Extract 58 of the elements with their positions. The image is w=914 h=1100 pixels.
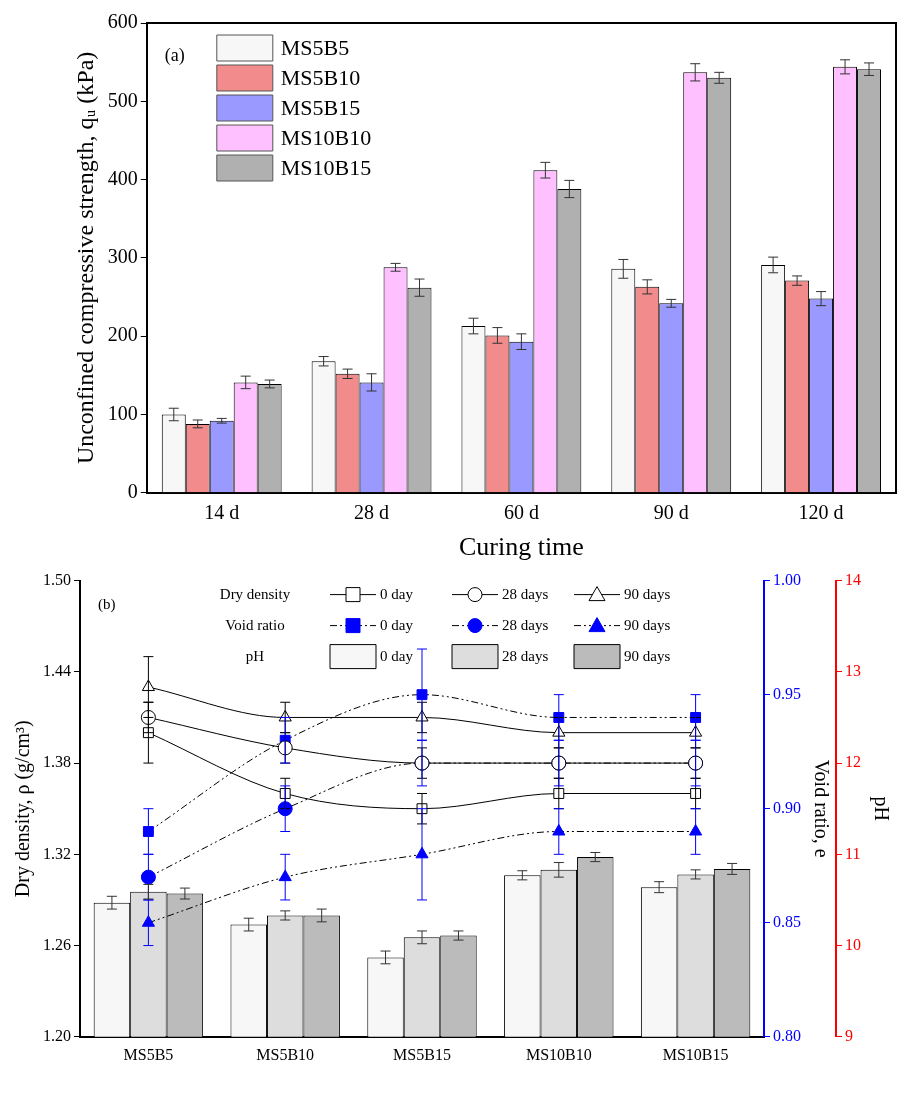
y-tick-label: 1.32 (43, 844, 71, 862)
y3-tick-label: 9 (845, 1027, 853, 1044)
annotation: pH (245, 647, 265, 664)
annotation: (b) (98, 595, 116, 613)
legend-label: MS10B15 (280, 154, 372, 180)
y2-axis-title: Void ratio, e (810, 759, 833, 858)
y3-tick-label: 12 (845, 753, 861, 771)
y-tick-label: 1.50 (43, 570, 71, 588)
y3-axis-title: pH (869, 796, 893, 821)
y-tick-label: 600 (107, 10, 138, 33)
y3-tick-label: 14 (845, 570, 861, 588)
x-tick-label: 90 d (653, 501, 689, 524)
legend-label: 90 days (624, 616, 671, 633)
y-tick-label: 1.38 (43, 753, 71, 771)
y-tick-label: 400 (107, 166, 138, 189)
x-tick-label: MS5B10 (256, 1045, 315, 1063)
y2-tick-label: 0.95 (773, 684, 801, 702)
y-tick-label: 200 (107, 323, 138, 346)
y2-tick-label: 0.85 (773, 912, 801, 930)
x-tick-label: 14 d (204, 501, 240, 524)
annotation: (a) (164, 45, 185, 66)
y3-tick-label: 11 (845, 844, 861, 862)
legend-label: 0 day (380, 647, 414, 664)
y-tick-label: 500 (107, 88, 138, 111)
legend-label: MS5B15 (280, 94, 361, 120)
x-tick-label: 28 d (354, 501, 390, 524)
y2-tick-label: 0.90 (773, 798, 801, 816)
legend-label: MS5B10 (280, 64, 361, 90)
x-axis-title: Curing time (458, 532, 584, 562)
annotation: Dry density (219, 585, 291, 602)
legend-label: 28 days (502, 616, 549, 633)
legend-label: MS5B5 (280, 34, 350, 60)
y-axis-title: Dry density, ρ (g/cm³) (11, 720, 35, 898)
y-tick-label: 1.26 (43, 935, 71, 953)
legend-label: 90 days (624, 585, 671, 602)
x-tick-label: MS5B15 (393, 1045, 451, 1063)
y-tick-label: 1.20 (43, 1027, 71, 1044)
y-tick-label: 100 (107, 401, 138, 424)
y-axis-title: Unconfined compressive strength, qᵤ (kPa) (71, 51, 98, 465)
x-tick-label: MS10B10 (525, 1045, 592, 1063)
y3-tick-label: 13 (845, 662, 861, 680)
legend-label: MS10B10 (280, 124, 372, 150)
y2-tick-label: 1.00 (773, 570, 801, 588)
legend-label: 90 days (624, 647, 671, 664)
legend-label: 0 day (380, 616, 414, 633)
y-tick-label: 300 (107, 245, 138, 268)
y3-tick-label: 10 (845, 935, 861, 953)
y2-tick-label: 0.80 (773, 1027, 801, 1044)
x-tick-label: MS10B15 (662, 1045, 729, 1063)
x-tick-label: MS5B5 (123, 1045, 174, 1063)
y-tick-label: 1.44 (43, 662, 71, 680)
annotation: Void ratio (225, 616, 285, 633)
x-tick-label: 60 d (503, 501, 539, 524)
legend-label: 28 days (502, 585, 549, 602)
x-tick-label: 120 d (798, 501, 844, 524)
y-tick-label: 0 (127, 480, 138, 503)
legend-label: 28 days (502, 647, 549, 664)
legend-label: 0 day (380, 585, 414, 602)
